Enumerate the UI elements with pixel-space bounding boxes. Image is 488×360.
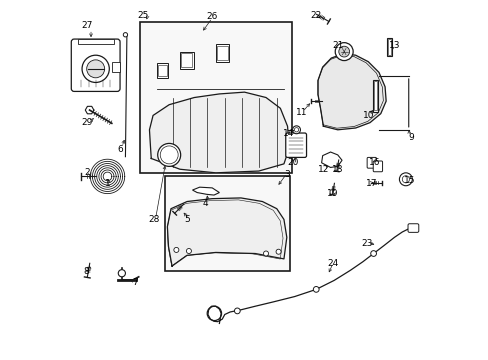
Text: 9: 9 <box>407 133 413 142</box>
Text: 29: 29 <box>81 118 92 127</box>
Bar <box>372 80 377 112</box>
Text: 17: 17 <box>366 179 377 188</box>
Polygon shape <box>149 92 289 173</box>
FancyBboxPatch shape <box>407 224 418 232</box>
Text: 7: 7 <box>132 278 138 287</box>
Bar <box>386 38 391 56</box>
Text: 26: 26 <box>206 12 218 21</box>
Circle shape <box>118 270 125 277</box>
Bar <box>140 22 291 173</box>
Bar <box>180 51 193 69</box>
Text: 5: 5 <box>184 215 190 224</box>
Circle shape <box>399 173 411 186</box>
Polygon shape <box>192 187 219 195</box>
Circle shape <box>86 60 104 78</box>
Text: 24: 24 <box>327 259 338 268</box>
Text: 28: 28 <box>148 215 160 224</box>
Text: 27: 27 <box>81 21 92 30</box>
Text: 16: 16 <box>368 158 379 167</box>
Text: 25: 25 <box>138 10 149 19</box>
Text: 4: 4 <box>202 199 207 208</box>
Circle shape <box>123 33 127 37</box>
Bar <box>387 39 390 55</box>
Polygon shape <box>321 152 341 167</box>
Text: 21: 21 <box>331 41 343 50</box>
Text: 13: 13 <box>388 41 399 50</box>
Text: 1: 1 <box>104 179 110 188</box>
FancyBboxPatch shape <box>71 39 120 91</box>
Text: 3: 3 <box>284 170 289 179</box>
Bar <box>158 64 166 76</box>
Text: 12: 12 <box>317 165 328 174</box>
Polygon shape <box>317 54 386 130</box>
Circle shape <box>292 126 300 134</box>
Bar <box>373 81 376 110</box>
FancyBboxPatch shape <box>366 157 376 168</box>
Text: 22: 22 <box>309 10 321 19</box>
Circle shape <box>82 55 109 82</box>
FancyBboxPatch shape <box>285 133 306 157</box>
Text: 15: 15 <box>403 176 414 185</box>
Text: 6: 6 <box>117 145 122 154</box>
Bar <box>215 44 229 62</box>
Circle shape <box>234 308 240 314</box>
Bar <box>164 176 290 271</box>
Circle shape <box>158 143 180 166</box>
Circle shape <box>263 251 268 256</box>
Text: 8: 8 <box>83 267 89 276</box>
Text: 19: 19 <box>326 189 337 198</box>
Circle shape <box>313 287 319 292</box>
Text: 11: 11 <box>296 108 307 117</box>
Circle shape <box>276 249 281 254</box>
Circle shape <box>335 42 352 60</box>
Circle shape <box>338 46 349 57</box>
Text: 10: 10 <box>362 111 373 120</box>
Text: 23: 23 <box>361 239 372 248</box>
Text: 2: 2 <box>84 168 89 177</box>
Bar <box>78 40 113 44</box>
Bar <box>112 62 120 72</box>
Bar <box>217 46 227 60</box>
Polygon shape <box>167 198 286 266</box>
Text: 14: 14 <box>282 129 293 138</box>
Text: 18: 18 <box>331 165 343 174</box>
Text: 20: 20 <box>286 158 298 167</box>
Bar <box>181 53 192 67</box>
Circle shape <box>186 248 191 253</box>
Circle shape <box>174 247 179 252</box>
Bar <box>156 63 168 78</box>
Circle shape <box>370 251 376 256</box>
FancyBboxPatch shape <box>372 161 382 172</box>
